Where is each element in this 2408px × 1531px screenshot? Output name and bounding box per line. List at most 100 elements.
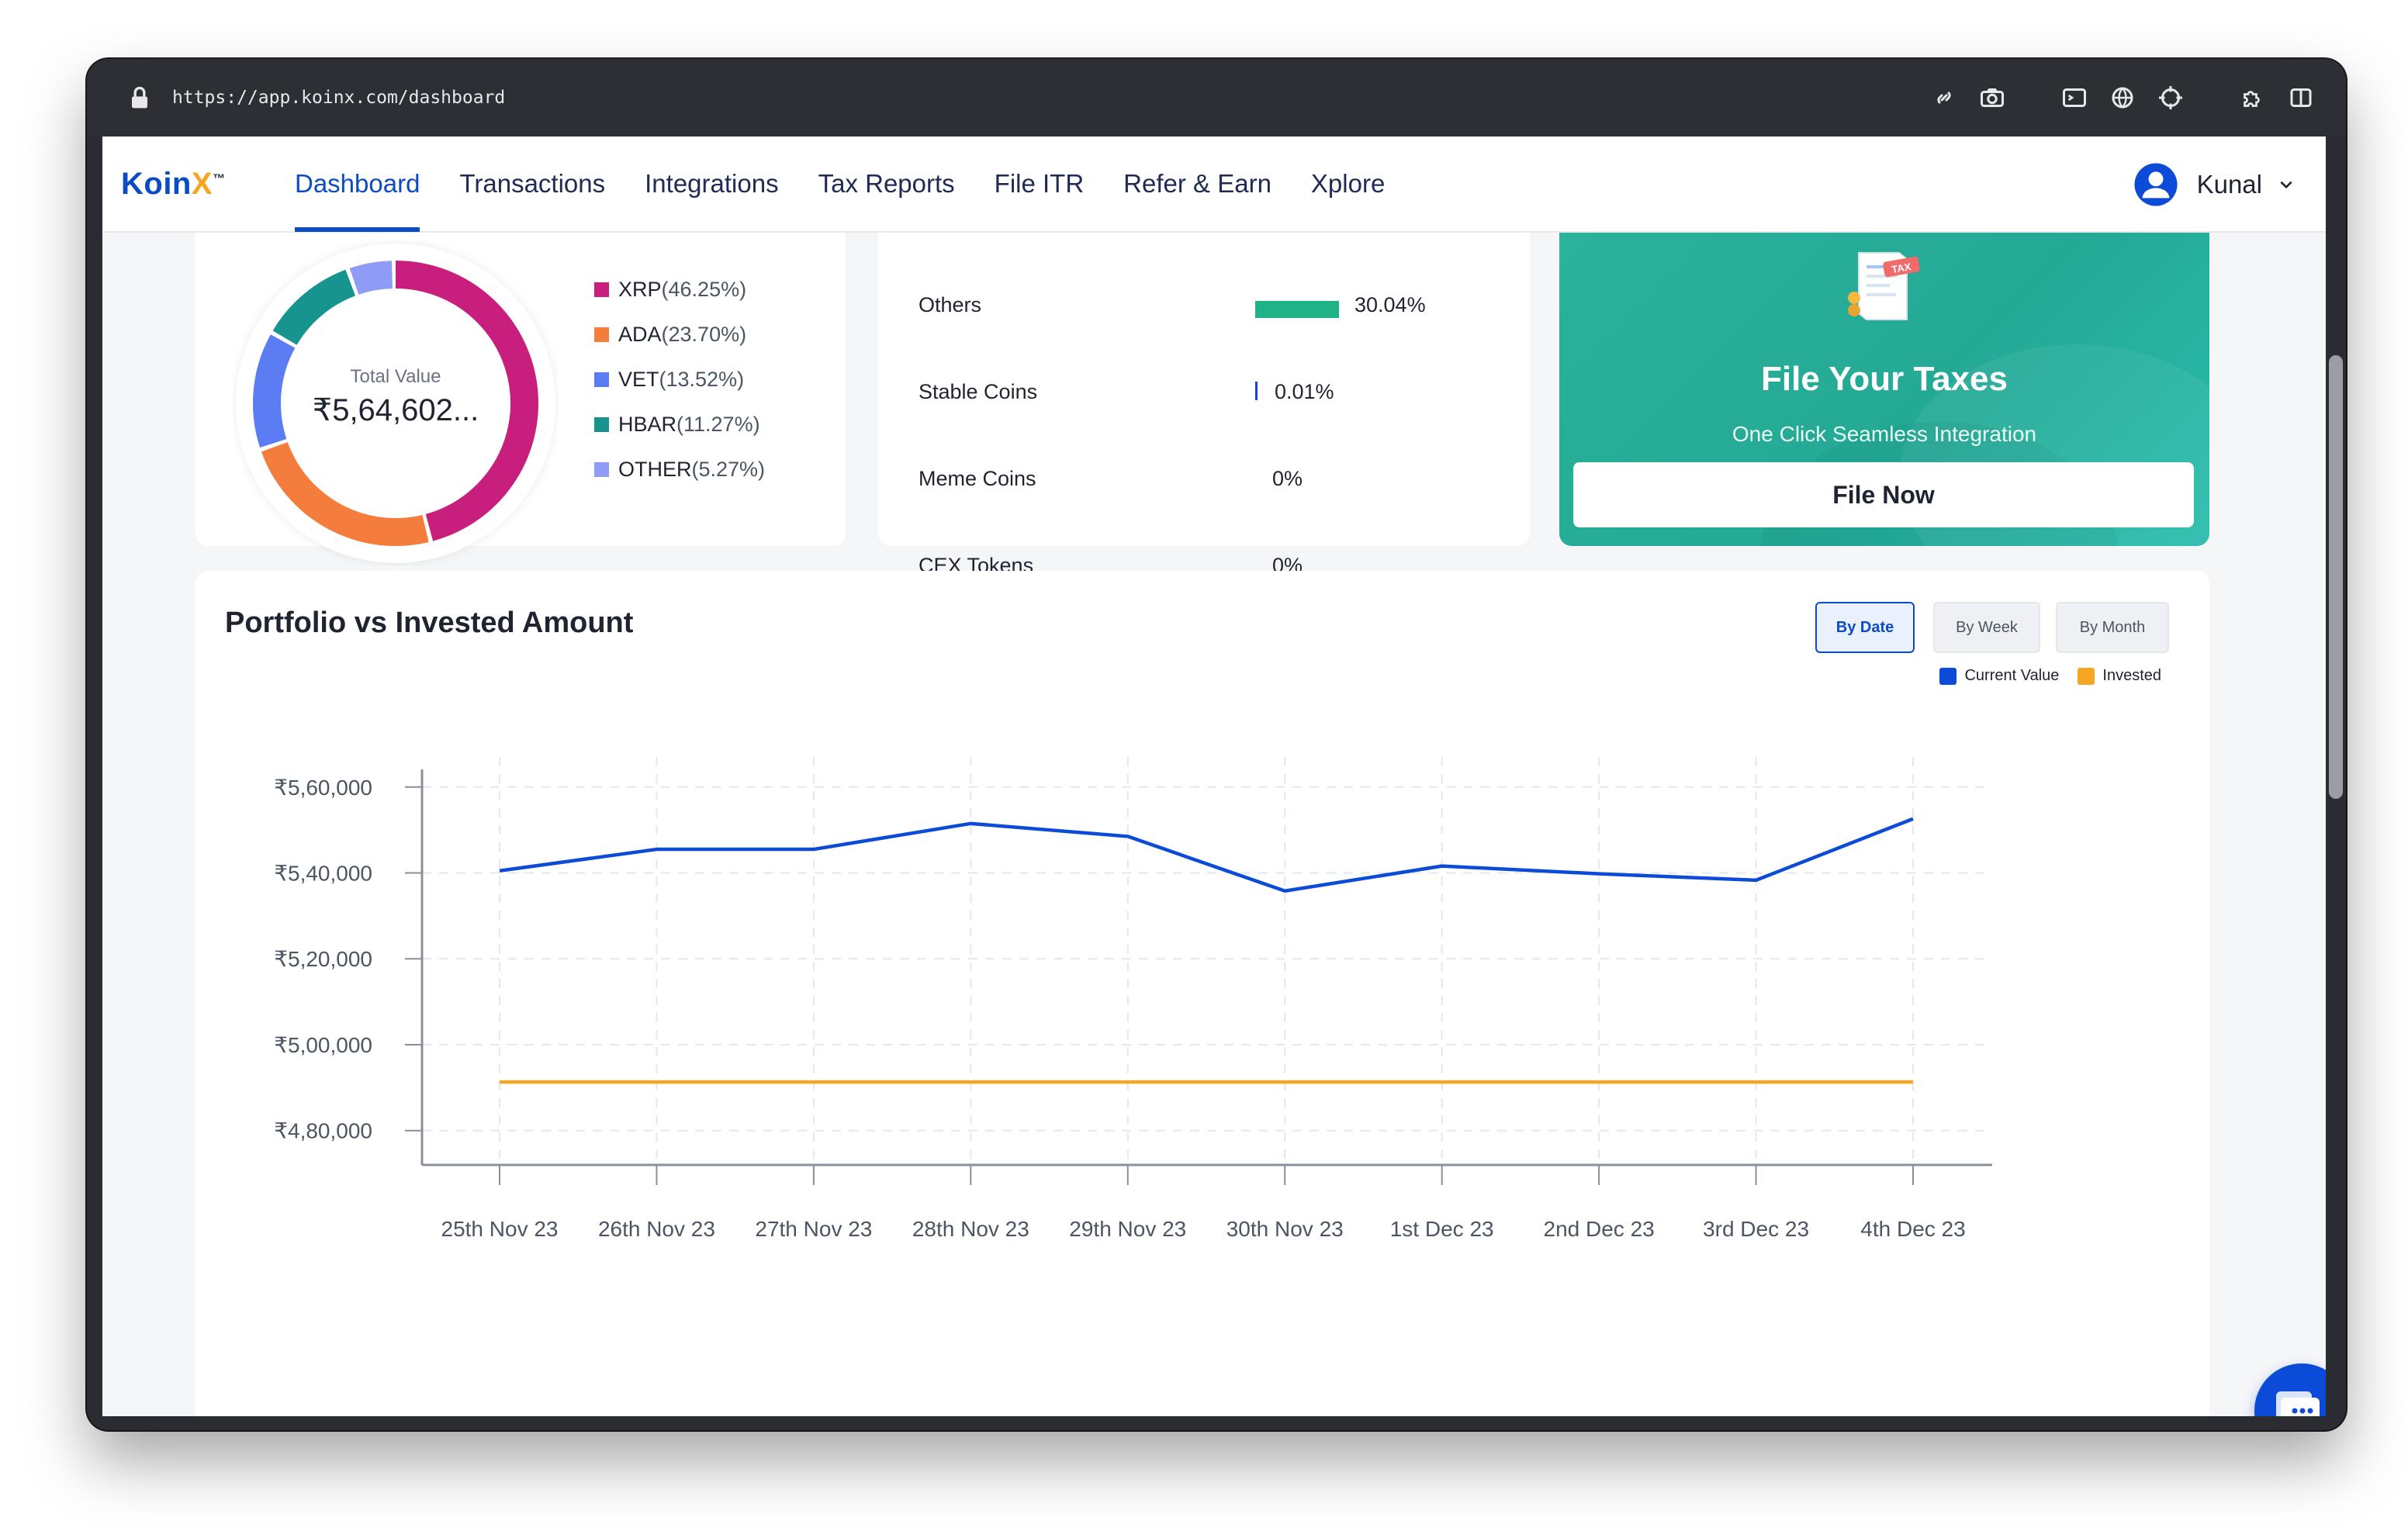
- tab-by-week[interactable]: By Week: [1933, 602, 2040, 653]
- x-tick-label: 27th Nov 23: [755, 1217, 872, 1241]
- extension-icon[interactable]: [2239, 84, 2267, 112]
- series-point-invested[interactable]: [1907, 1076, 1919, 1088]
- legend-item-ada: ADA (23.70%): [594, 312, 765, 357]
- chart-legend: Current Value Invested: [1921, 667, 2161, 685]
- x-tick-label: 4th Dec 23: [1860, 1217, 1965, 1241]
- chat-support-button[interactable]: [2254, 1363, 2326, 1416]
- legend-item-hbar: HBAR (11.27%): [594, 402, 765, 447]
- categories-card: Others 30.04% Stable Coins 0.01% Meme Co…: [878, 233, 1530, 577]
- x-tick-label: 30th Nov 23: [1226, 1217, 1344, 1241]
- page-viewport: KoinX™ Dashboard Transactions Integratio…: [102, 137, 2326, 1416]
- donut-slice-ada[interactable]: [253, 261, 538, 546]
- series-point-invested[interactable]: [1750, 1076, 1763, 1088]
- tax-document-icon: TAX: [1848, 252, 1920, 320]
- url-text[interactable]: https://app.koinx.com/dashboard: [172, 88, 506, 108]
- legend-swatch-xrp: [594, 282, 609, 297]
- chat-icon: [2276, 1391, 2320, 1416]
- legend-item-other: OTHER (5.27%): [594, 447, 765, 492]
- tax-badge-text: TAX: [1891, 261, 1912, 275]
- category-row-stable-coins: Stable Coins 0.01%: [919, 380, 1508, 411]
- file-now-button[interactable]: File Now: [1573, 462, 2194, 527]
- scrollbar-thumb[interactable]: [2329, 355, 2343, 799]
- y-tick-label: ₹4,80,000: [274, 1119, 372, 1143]
- nav-file-itr[interactable]: File ITR: [994, 169, 1085, 198]
- series-point-current-value[interactable]: [808, 843, 820, 855]
- x-tick-label: 1st Dec 23: [1390, 1217, 1494, 1241]
- nav-xplore[interactable]: Xplore: [1310, 169, 1386, 198]
- x-tick-label: 26th Nov 23: [598, 1217, 715, 1241]
- series-point-current-value[interactable]: [1278, 885, 1291, 897]
- y-tick-label: ₹5,20,000: [274, 947, 372, 971]
- series-point-invested[interactable]: [1436, 1076, 1448, 1088]
- x-tick-label: 25th Nov 23: [441, 1217, 559, 1241]
- legend-item-vet: VET (13.52%): [594, 357, 765, 402]
- x-tick-label: 2nd Dec 23: [1544, 1217, 1655, 1241]
- globe-icon[interactable]: [2109, 84, 2136, 112]
- series-point-current-value[interactable]: [1907, 813, 1919, 825]
- nav-dashboard[interactable]: Dashboard: [295, 137, 420, 232]
- user-avatar-icon[interactable]: [2133, 162, 2178, 207]
- camera-icon[interactable]: [1978, 84, 2006, 112]
- user-name[interactable]: Kunal: [2196, 170, 2262, 199]
- legend-item-xrp: XRP (46.25%): [594, 267, 765, 312]
- category-name: Stable Coins: [919, 380, 1038, 403]
- series-point-invested[interactable]: [808, 1076, 820, 1088]
- series-point-current-value[interactable]: [1593, 868, 1605, 880]
- holdings-card: Total Value ₹5,64,602... XRP (46.25%) ADA…: [195, 233, 846, 563]
- y-tick-label: ₹5,00,000: [274, 1033, 372, 1057]
- terminal-icon[interactable]: [2060, 84, 2088, 112]
- series-point-invested[interactable]: [1122, 1076, 1134, 1088]
- page-scrollbar[interactable]: [2326, 137, 2346, 1416]
- file-taxes-card: TAX File Your Taxes One Click Seamless I…: [1559, 233, 2209, 546]
- series-point-current-value[interactable]: [493, 865, 506, 877]
- category-bar: [1255, 382, 1258, 400]
- nav-transactions[interactable]: Transactions: [459, 169, 606, 198]
- series-point-current-value[interactable]: [964, 817, 977, 830]
- donut-slice-vet[interactable]: [253, 261, 538, 546]
- top-nav: KoinX™ Dashboard Transactions Integratio…: [102, 137, 2326, 233]
- url-bar[interactable]: https://app.koinx.com/dashboard: [87, 59, 2346, 137]
- series-point-invested[interactable]: [1593, 1076, 1605, 1088]
- legend-name: VET: [618, 367, 659, 391]
- donut-shadow-ring: [236, 244, 555, 563]
- legend-invested[interactable]: Invested: [2078, 667, 2161, 685]
- browser-window: https://app.koinx.com/dashboard KoinX™ D…: [87, 59, 2346, 1430]
- series-point-current-value[interactable]: [650, 843, 663, 855]
- series-point-invested[interactable]: [964, 1076, 977, 1088]
- category-bar: [1255, 301, 1339, 318]
- nav-integrations[interactable]: Integrations: [645, 169, 779, 198]
- series-point-invested[interactable]: [1278, 1076, 1291, 1088]
- tab-by-month[interactable]: By Month: [2056, 602, 2169, 653]
- nav-refer-earn[interactable]: Refer & Earn: [1123, 169, 1271, 198]
- series-point-current-value[interactable]: [1122, 830, 1134, 842]
- tab-by-date[interactable]: By Date: [1815, 602, 1915, 653]
- series-point-invested[interactable]: [650, 1076, 663, 1088]
- link-icon[interactable]: [1930, 84, 1958, 112]
- series-point-invested[interactable]: [493, 1076, 506, 1088]
- sidebar-toggle-icon[interactable]: [2287, 84, 2315, 112]
- crosshair-icon[interactable]: [2157, 84, 2185, 112]
- x-tick-label: 28th Nov 23: [912, 1217, 1029, 1241]
- series-point-current-value[interactable]: [1750, 874, 1763, 886]
- file-taxes-subtitle: One Click Seamless Integration: [1732, 422, 2037, 446]
- series-line-current-value[interactable]: [499, 817, 1914, 893]
- legend-swatch-hbar: [594, 416, 609, 432]
- file-taxes-title: File Your Taxes: [1761, 360, 2008, 398]
- portfolio-chart-card: Portfolio vs Invested Amount By Date By …: [195, 571, 2209, 1416]
- category-pct: 30.04%: [1354, 293, 1426, 316]
- donut-slice-xrp[interactable]: [253, 261, 538, 546]
- category-row-meme-coins: Meme Coins 0%: [919, 467, 1508, 498]
- total-value-label: Total Value: [350, 366, 441, 387]
- legend-current-value[interactable]: Current Value: [1939, 667, 2059, 685]
- koinx-logo[interactable]: KoinX™: [121, 166, 226, 201]
- donut-chart: [236, 244, 555, 563]
- legend-label: Current Value: [1964, 667, 2060, 684]
- series-point-current-value[interactable]: [1436, 860, 1448, 873]
- x-tick-label: 3rd Dec 23: [1703, 1217, 1809, 1241]
- chevron-down-icon[interactable]: [2278, 176, 2295, 193]
- holdings-legend: XRP (46.25%) ADA (23.70%) VET (13.52%) HBAR…: [594, 267, 765, 492]
- legend-name: OTHER: [618, 457, 692, 481]
- nav-tax-reports[interactable]: Tax Reports: [818, 169, 955, 198]
- legend-pct: (13.52%): [659, 367, 745, 391]
- user-menu[interactable]: Kunal: [2133, 137, 2295, 233]
